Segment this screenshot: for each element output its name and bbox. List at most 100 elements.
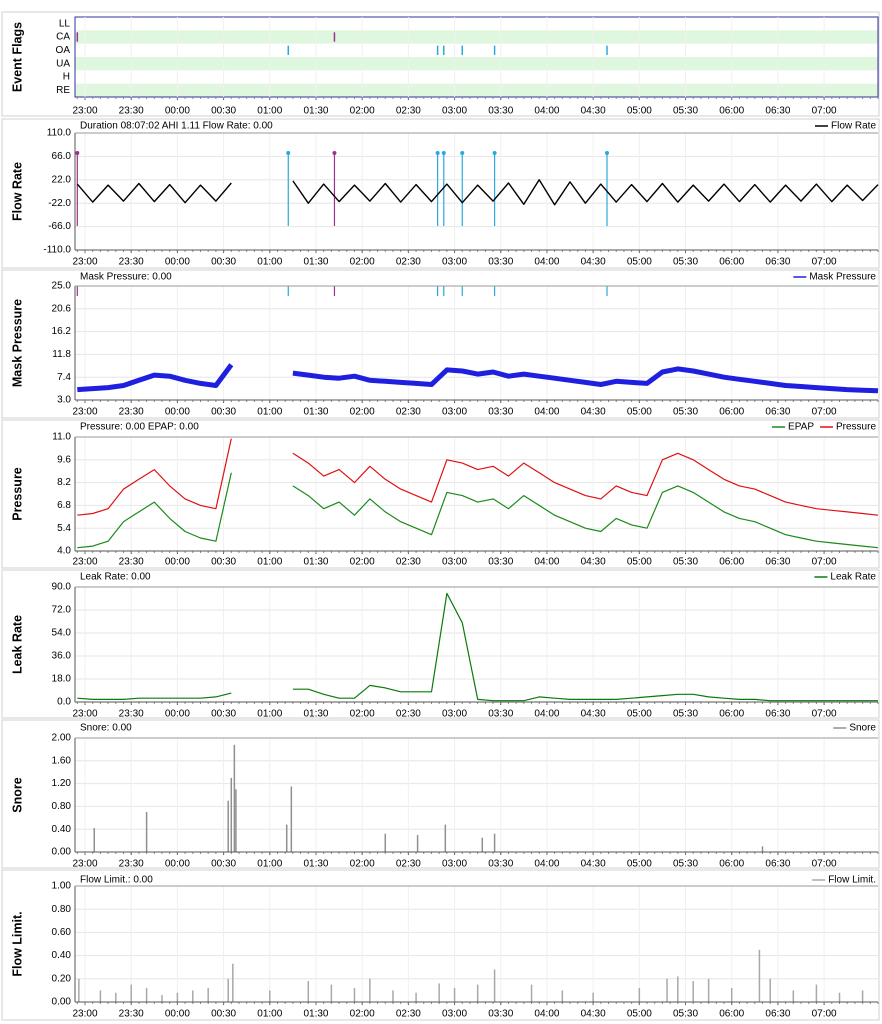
x-tick-label: 00:00: [165, 1009, 190, 1020]
chart-subtitle: Mask Pressure: 0.00: [80, 272, 172, 283]
x-tick-label: 00:30: [211, 257, 236, 268]
x-tick-label: 03:30: [488, 257, 513, 268]
y-tick-label: 72.0: [52, 605, 72, 616]
panel-border: [1, 11, 880, 117]
y-tick-label: 3.0: [57, 395, 71, 406]
x-tick-label: 02:00: [350, 709, 375, 720]
x-tick-label: 06:00: [719, 557, 744, 568]
y-tick-label: 5.4: [57, 523, 71, 534]
x-tick-label: 07:00: [812, 709, 837, 720]
y-tick-label: 7.4: [57, 372, 71, 383]
x-tick-label: 00:00: [165, 709, 190, 720]
y-tick-label: 0.40: [52, 824, 72, 835]
x-tick-label: 02:00: [350, 257, 375, 268]
x-tick-label: 23:30: [119, 557, 144, 568]
row-label: H: [63, 72, 70, 83]
x-tick-label: 04:30: [581, 1009, 606, 1020]
x-tick-label: 07:00: [812, 1009, 837, 1020]
x-tick-label: 01:30: [303, 106, 328, 117]
x-tick-label: 04:30: [581, 859, 606, 870]
series-line: [77, 363, 879, 394]
y-axis-title: Mask Pressure: [10, 299, 24, 387]
x-tick-label: 02:30: [396, 709, 421, 720]
y-tick-label: 16.2: [52, 326, 72, 337]
x-tick-label: 01:30: [303, 557, 328, 568]
x-tick-label: 23:00: [72, 859, 97, 870]
y-tick-label: 22.0: [52, 174, 72, 185]
x-tick-label: 00:30: [211, 557, 236, 568]
x-tick-label: 06:30: [765, 709, 790, 720]
x-tick-label: 02:30: [396, 257, 421, 268]
row-band: [75, 57, 878, 71]
x-tick-label: 04:00: [534, 709, 559, 720]
series-line: [77, 438, 879, 516]
x-tick-label: 05:00: [627, 859, 652, 870]
series-line: [76, 179, 879, 206]
x-tick-label: 02:30: [396, 859, 421, 870]
panel-border: [1, 118, 880, 269]
y-tick-label: 8.2: [57, 477, 71, 488]
x-tick-label: 23:30: [119, 106, 144, 117]
x-tick-label: 02:30: [396, 106, 421, 117]
x-tick-label: 04:00: [534, 257, 559, 268]
y-tick-label: 9.6: [57, 454, 71, 465]
x-tick-label: 23:00: [72, 106, 97, 117]
y-tick-label: 18.0: [52, 674, 72, 685]
x-tick-label: 03:30: [488, 557, 513, 568]
x-tick-label: 05:30: [673, 106, 698, 117]
y-axis-title: Pressure: [10, 467, 24, 521]
panel-border: [1, 269, 880, 419]
x-tick-label: 01:00: [257, 557, 282, 568]
x-tick-label: 03:00: [442, 257, 467, 268]
x-tick-label: 01:00: [257, 257, 282, 268]
x-tick-label: 04:00: [534, 557, 559, 568]
y-axis-title: Leak Rate: [10, 615, 24, 674]
x-tick-label: 01:00: [257, 859, 282, 870]
x-tick-label: 01:30: [303, 709, 328, 720]
x-tick-label: 23:00: [72, 709, 97, 720]
x-tick-label: 05:00: [627, 709, 652, 720]
legend-label: Flow Limit.: [828, 875, 876, 886]
x-tick-label: 03:30: [488, 1009, 513, 1020]
x-tick-label: 05:30: [673, 709, 698, 720]
x-tick-label: 04:30: [581, 257, 606, 268]
x-tick-label: 05:00: [627, 407, 652, 418]
x-tick-label: 03:00: [442, 709, 467, 720]
y-tick-label: 6.8: [57, 500, 71, 511]
y-tick-label: 90.0: [52, 582, 72, 593]
y-tick-label: 1.20: [52, 778, 72, 789]
x-tick-label: 01:00: [257, 1009, 282, 1020]
x-tick-label: 02:30: [396, 1009, 421, 1020]
y-tick-label: 25.0: [52, 281, 72, 292]
y-axis-title: Flow Rate: [10, 162, 24, 221]
row-label: LL: [59, 18, 71, 29]
legend-label: Mask Pressure: [809, 272, 876, 283]
x-tick-label: 01:00: [257, 407, 282, 418]
y-tick-label: 110.0: [47, 128, 72, 139]
x-tick-label: 06:00: [719, 257, 744, 268]
x-tick-label: 03:00: [442, 859, 467, 870]
x-tick-label: 05:00: [627, 106, 652, 117]
event-dot: [75, 151, 80, 155]
x-tick-label: 06:00: [719, 859, 744, 870]
x-tick-label: 03:00: [442, 407, 467, 418]
x-tick-label: 07:00: [812, 407, 837, 418]
x-tick-label: 03:30: [488, 106, 513, 117]
x-tick-label: 03:00: [442, 557, 467, 568]
x-tick-label: 06:30: [765, 1009, 790, 1020]
chart-subtitle: Leak Rate: 0.00: [80, 572, 151, 583]
chart-subtitle: Duration 08:07:02 AHI 1.11 Flow Rate: 0.…: [80, 121, 273, 132]
y-tick-label: 0.40: [52, 950, 72, 961]
y-tick-label: 0.80: [52, 904, 72, 915]
x-tick-label: 06:30: [765, 106, 790, 117]
chart-subtitle: Snore: 0.00: [80, 723, 132, 734]
x-tick-label: 23:30: [119, 1009, 144, 1020]
y-tick-label: -22.0: [48, 198, 71, 209]
x-tick-label: 00:00: [165, 407, 190, 418]
x-tick-label: 00:00: [165, 557, 190, 568]
x-tick-label: 01:30: [303, 257, 328, 268]
event-dot: [604, 151, 609, 155]
y-tick-label: 66.0: [52, 151, 72, 162]
x-tick-label: 02:00: [350, 859, 375, 870]
